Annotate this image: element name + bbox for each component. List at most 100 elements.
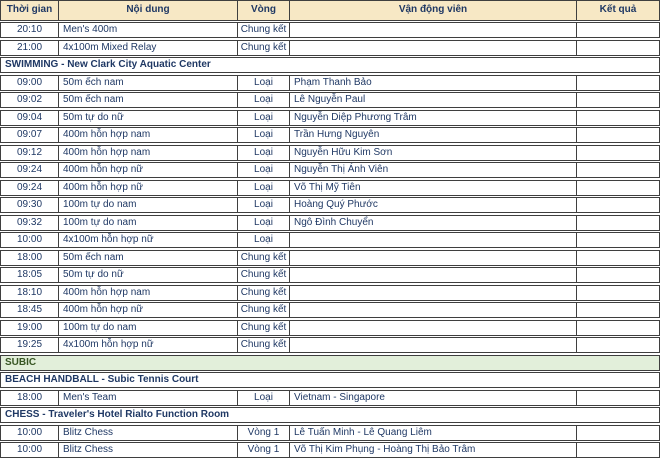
time-cell: 18:45 [1, 303, 59, 318]
event-cell: 4x100m hỗn hợp nữ [59, 233, 238, 248]
result-cell [577, 198, 659, 212]
athlete-cell [290, 338, 577, 353]
round-cell: Loại [238, 390, 290, 405]
time-cell: 09:12 [1, 145, 59, 160]
time-cell: 18:05 [1, 268, 59, 283]
athlete-cell [290, 40, 577, 55]
event-cell: 4x100m hỗn hợp nữ [59, 338, 238, 353]
event-cell: Men's Team [59, 390, 238, 405]
time-cell: 10:00 [1, 443, 59, 457]
round-cell: Loại [238, 198, 290, 213]
athlete-cell: Võ Thị Kim Phụng - Hoàng Thị Bảo Trâm [290, 443, 577, 457]
athlete-cell [290, 320, 577, 335]
round-cell: Chung kết [238, 285, 290, 300]
athlete-cell [290, 233, 577, 248]
event-cell: 50m ếch nam [59, 75, 238, 90]
result-cell [577, 268, 659, 282]
round-cell: Loại [238, 163, 290, 178]
table-row: 09:24 400m hỗn hợp nữ Loại Võ Thị Mỹ Tiên [0, 179, 660, 196]
table-row: 09:07 400m hỗn hợp nam Loại Trần Hưng Nguyê… [0, 127, 660, 144]
athlete-cell: Hoàng Quý Phước [290, 198, 577, 213]
round-cell: Chung kết [238, 40, 290, 55]
column-header-round: Vòng [238, 1, 290, 20]
event-cell: 400m hỗn hợp nam [59, 128, 238, 143]
table-row: 09:00 50m ếch nam Loại Phạm Thanh Bảo [0, 74, 660, 91]
athlete-cell: Ngô Đình Chuyển [290, 215, 577, 230]
round-cell: Vòng 1 [238, 443, 290, 457]
table-row: 09:04 50m tự do nữ Loại Nguyễn Diệp Phương … [0, 109, 660, 126]
result-cell [577, 321, 659, 335]
round-cell: Loại [238, 93, 290, 108]
round-cell: Loại [238, 75, 290, 90]
event-cell: 100m tự do nam [59, 198, 238, 213]
event-cell: 100m tự do nam [59, 320, 238, 335]
result-cell [577, 181, 659, 195]
athlete-cell [290, 250, 577, 265]
round-cell: Chung kết [238, 320, 290, 335]
section-label: SUBIC [5, 356, 37, 368]
round-cell: Loại [238, 215, 290, 230]
time-cell: 20:10 [1, 23, 59, 38]
table-row: 21:00 4x100m Mixed Relay Chung kết [0, 39, 660, 56]
time-cell: 18:00 [1, 250, 59, 265]
result-cell [577, 23, 659, 37]
round-cell: Loại [238, 110, 290, 125]
time-cell: 18:10 [1, 285, 59, 300]
event-cell: 400m hỗn hợp nữ [59, 180, 238, 195]
result-cell [577, 146, 659, 160]
result-cell [577, 251, 659, 265]
table-row: 18:00 50m ếch nam Chung kết [0, 249, 660, 266]
table-row: 10:00 Blitz Chess Vòng 1 Võ Thị Kim Phụng -… [0, 442, 660, 458]
time-cell: 19:00 [1, 320, 59, 335]
event-cell: 400m hỗn hợp nữ [59, 163, 238, 178]
round-cell: Chung kết [238, 303, 290, 318]
result-cell [577, 216, 659, 230]
time-cell: 19:25 [1, 338, 59, 353]
column-header-event: Nội dung [59, 1, 238, 20]
event-cell: Blitz Chess [59, 443, 238, 457]
round-cell: Loại [238, 128, 290, 143]
event-cell: 400m hỗn hợp nam [59, 145, 238, 160]
result-cell [577, 233, 659, 247]
round-cell: Loại [238, 145, 290, 160]
sport-section-row: BEACH HANDBALL - Subic Tennis Court [0, 372, 660, 389]
time-cell: 09:07 [1, 128, 59, 143]
time-cell: 09:02 [1, 93, 59, 108]
athlete-cell: Nguyễn Diệp Phương Trâm [290, 110, 577, 125]
athlete-cell: Võ Thị Mỹ Tiên [290, 180, 577, 195]
section-label: BEACH HANDBALL - Subic Tennis Court [5, 374, 199, 386]
round-cell: Loại [238, 180, 290, 195]
result-cell [577, 338, 659, 352]
event-cell: 400m hỗn hợp nữ [59, 303, 238, 318]
event-cell: 400m hỗn hợp nam [59, 285, 238, 300]
table-row: 18:00 Men's Team Loại Vietnam - Singapore [0, 389, 660, 406]
result-cell [577, 391, 659, 405]
result-cell [577, 443, 659, 457]
table-row: 18:10 400m hỗn hợp nam Chung kết [0, 284, 660, 301]
table-row: 09:12 400m hỗn hợp nam Loại Nguyễn Hữu Kim … [0, 144, 660, 161]
time-cell: 10:00 [1, 425, 59, 440]
result-cell [577, 41, 659, 55]
time-cell: 09:00 [1, 75, 59, 90]
event-cell: 50m ếch nam [59, 93, 238, 108]
athlete-cell: Nguyễn Thị Ánh Viên [290, 163, 577, 178]
table-row: 18:45 400m hỗn hợp nữ Chung kết [0, 302, 660, 319]
table-header-row: Thời gian Nội dung Vòng Vận động viên Kế… [0, 0, 660, 21]
result-cell [577, 111, 659, 125]
time-cell: 18:00 [1, 390, 59, 405]
time-cell: 09:24 [1, 180, 59, 195]
time-cell: 09:30 [1, 198, 59, 213]
event-cell: 50m tự do nữ [59, 268, 238, 283]
table-row: 09:32 100m tự do nam Loại Ngô Đình Chuyển [0, 214, 660, 231]
section-label: CHESS - Traveler's Hotel Rialto Function… [5, 409, 230, 421]
event-cell: 50m tự do nữ [59, 110, 238, 125]
athlete-cell [290, 285, 577, 300]
sport-section-row: SWIMMING - New Clark City Aquatic Center [0, 57, 660, 74]
athlete-cell: Nguyễn Hữu Kim Sơn [290, 145, 577, 160]
time-cell: 09:32 [1, 215, 59, 230]
column-header-result: Kết quả [599, 4, 637, 16]
section-label: SWIMMING - New Clark City Aquatic Center [5, 59, 211, 71]
round-cell: Chung kết [238, 338, 290, 353]
result-cell [577, 163, 659, 177]
